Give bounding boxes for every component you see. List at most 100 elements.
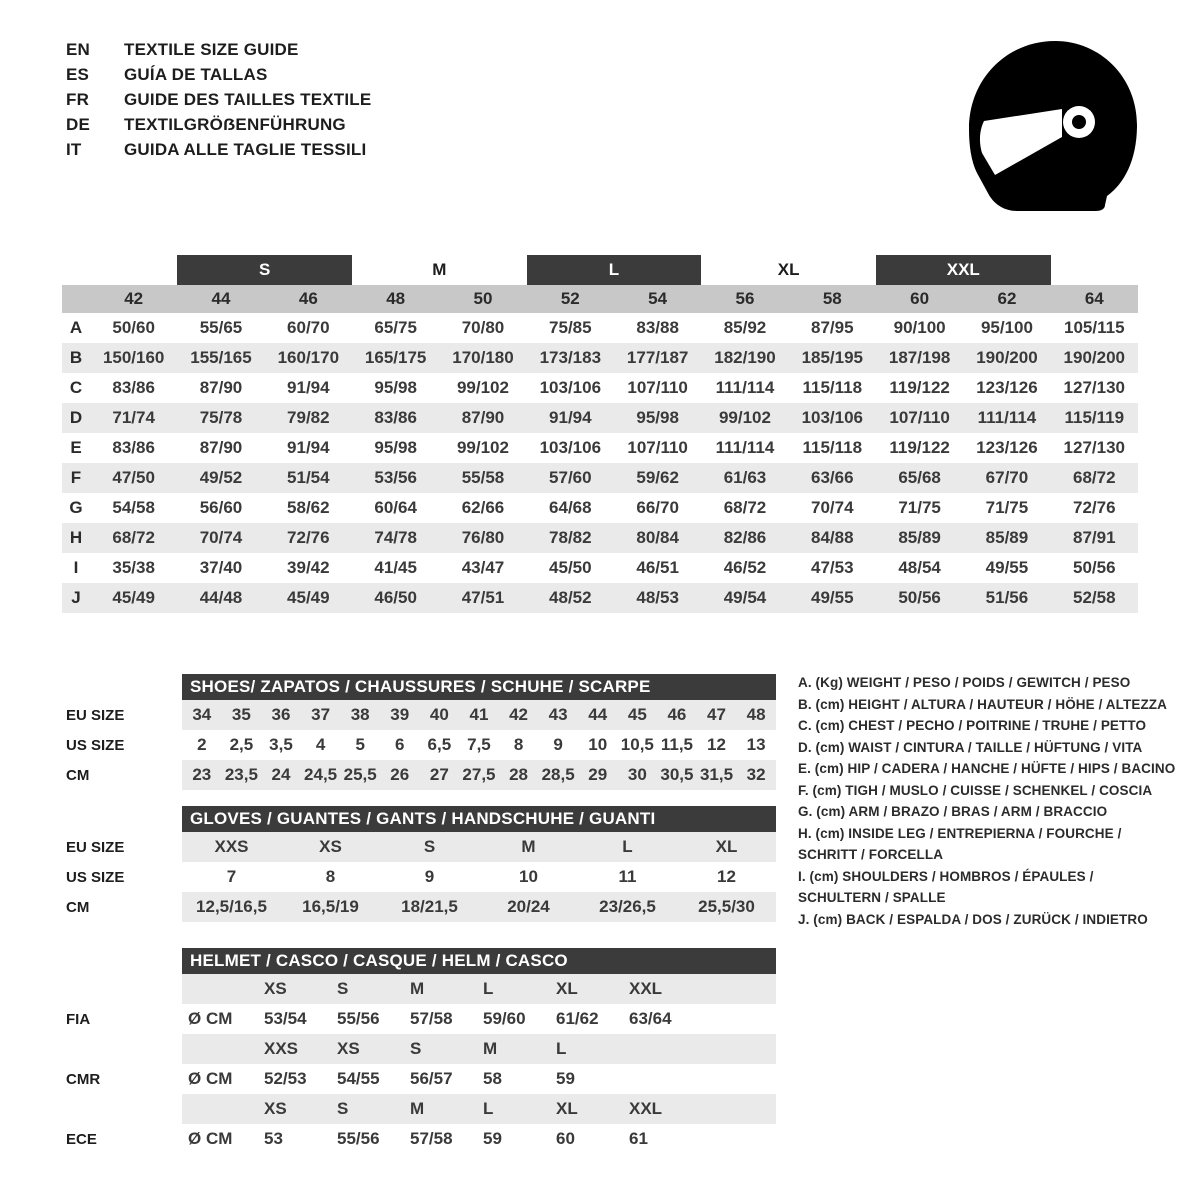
- table-cell: 34: [192, 705, 212, 724]
- shoes-table: SHOES/ ZAPATOS / CHAUSSURES / SCHUHE / S…: [66, 674, 776, 790]
- table-cell: 2: [197, 735, 207, 754]
- table-row: J 45/49 44/48 45/49 46/50 47/51 48/52 48/53 49/5…: [62, 583, 1138, 613]
- table-cell: 47/53: [811, 558, 854, 577]
- table-cell: 190/200: [1063, 348, 1125, 367]
- helmet-table: HELMET / CASCO / CASQUE / HELM / CASCO X…: [66, 948, 776, 1154]
- table-cell: 12: [707, 735, 726, 754]
- table-cell: 41: [469, 705, 489, 724]
- table-cell: 83/86: [374, 408, 417, 427]
- table-cell: 91/94: [287, 378, 330, 397]
- size-number-cell: 62: [997, 289, 1017, 308]
- row-label: E: [70, 438, 82, 457]
- legend-line: F. (cm) TIGH / MUSLO / CUISSE / SCHENKEL…: [798, 782, 1153, 798]
- table-cell: 52/53: [264, 1069, 307, 1088]
- table-row: A 50/60 55/65 60/70 65/75 70/80 75/85 83/88 85/9…: [62, 313, 1138, 343]
- table-cell: 49/55: [985, 558, 1029, 577]
- table-cell: 70/80: [461, 318, 505, 337]
- table-cell: 103/106: [801, 408, 864, 427]
- helmet-unit-label: Ø CM: [188, 1069, 233, 1088]
- table-cell: 63/66: [811, 468, 854, 487]
- table-cell: 115/119: [1064, 408, 1125, 427]
- legend-line: H. (cm) INSIDE LEG / ENTREPIERNA / FOURC…: [798, 825, 1122, 841]
- table-cell: 56/60: [199, 498, 243, 517]
- table-cell: 85/89: [898, 528, 941, 547]
- table-cell: 123/126: [976, 378, 1038, 397]
- title-line: IT GUIDA ALLE TAGLIE TESSILI: [66, 140, 371, 165]
- table-cell: 59/62: [636, 468, 679, 487]
- table-cell: 103/106: [539, 438, 602, 457]
- table-row: ECE Ø CM 53 55/56 57/58 59 60 61: [66, 1124, 776, 1154]
- helmet-standard-label: FIA: [66, 1010, 91, 1028]
- table-cell: S: [423, 837, 436, 856]
- row-label: B: [69, 348, 83, 367]
- table-cell: 49/54: [723, 588, 767, 607]
- legend-line: I. (cm) SHOULDERS / HOMBROS / ÉPAULES /: [798, 868, 1094, 884]
- table-cell: 61/62: [556, 1009, 599, 1028]
- table-cell: 76/80: [461, 528, 505, 547]
- table-cell: 5: [355, 735, 365, 754]
- table-cell: 47/51: [461, 588, 505, 607]
- table-cell: 103/106: [539, 378, 602, 397]
- table-cell: 7: [226, 867, 237, 886]
- table-cell: 107/110: [627, 378, 688, 397]
- table-cell: 155/165: [190, 348, 252, 367]
- table-row: D 71/74 75/78 79/82 83/86 87/90 91/94 95/98 99/1…: [62, 403, 1138, 433]
- helmet-size-cell: S: [337, 979, 349, 998]
- helmet-table-header: HELMET / CASCO / CASQUE / HELM / CASCO: [182, 948, 776, 974]
- table-cell: 3,5: [269, 735, 293, 754]
- table-cell: 55/56: [337, 1129, 380, 1148]
- table-cell: 44/48: [199, 588, 243, 607]
- table-cell: 71/75: [985, 498, 1029, 517]
- textile-size-table: S M L XL XXL 42 44 46 48 50 52 54 56 58 60 62 64 A 50/60…: [62, 255, 1138, 613]
- table-cell: 28: [509, 765, 528, 784]
- table-cell: 99/102: [456, 438, 509, 457]
- table-cell: 25,5/30: [698, 897, 755, 916]
- row-label: C: [69, 378, 83, 397]
- row-cells: 7 8 9 10 11 12: [182, 862, 776, 892]
- size-number-gutter: [62, 285, 90, 313]
- helmet-size-row: XS S M L XL XXL: [182, 1094, 776, 1124]
- size-number-cell: 56: [735, 289, 755, 308]
- legend-line: C. (cm) CHEST / PECHO / POITRINE / TRUHE…: [798, 718, 1147, 733]
- table-cell: 87/90: [199, 438, 243, 457]
- table-cell: 65/75: [374, 318, 417, 337]
- table-cell: 75/78: [199, 408, 243, 427]
- table-cell: 46/50: [374, 588, 417, 607]
- table-cell: 127/130: [1063, 378, 1125, 397]
- helmet-standard-label: ECE: [66, 1130, 97, 1148]
- table-cell: 52/58: [1073, 588, 1116, 607]
- table-row: F 47/50 49/52 51/54 53/56 55/58 57/60 59/62 61/6…: [62, 463, 1138, 493]
- table-cell: 29: [588, 765, 608, 784]
- table-cell: 87/90: [461, 408, 505, 427]
- table-cell: 170/180: [452, 348, 514, 367]
- helmet-unit-label: Ø CM: [188, 1009, 233, 1028]
- table-row: CM 12,5/16,5 16,5/19 18/21,5 20/24 23/26,5 25,…: [66, 892, 776, 922]
- table-cell: 70/74: [811, 498, 854, 517]
- size-band-xl: XL: [777, 260, 800, 279]
- legend-line: A. (Kg) WEIGHT / PESO / POIDS / GEWITCH …: [798, 675, 1131, 690]
- title-line: FR GUIDE DES TAILLES TEXTILE: [66, 90, 371, 115]
- size-number-cell: 52: [560, 289, 580, 308]
- table-cell: 48/54: [898, 558, 941, 577]
- table-cell: 47: [707, 705, 726, 724]
- table-cell: 57/58: [410, 1129, 453, 1148]
- row-label: EU SIZE: [66, 706, 125, 724]
- table-cell: 107/110: [889, 408, 950, 427]
- table-cell: 45/49: [287, 588, 330, 607]
- table-cell: 85/89: [985, 528, 1029, 547]
- helmet-size-cell: L: [483, 979, 494, 998]
- row-label: I: [73, 558, 79, 577]
- row-label: CM: [66, 766, 90, 784]
- measurement-rows: A 50/60 55/65 60/70 65/75 70/80 75/85 83/88 85/9…: [62, 313, 1138, 613]
- table-cell: 2,5: [229, 735, 254, 754]
- helmet-standard-label: CMR: [66, 1070, 101, 1088]
- helmet-size-cell: L: [556, 1039, 567, 1058]
- table-cell: 91/94: [549, 408, 592, 427]
- helmet-size-cell: M: [410, 979, 425, 998]
- table-cell: 41/45: [374, 558, 417, 577]
- row-label: US SIZE: [66, 868, 125, 886]
- table-cell: 55/58: [461, 468, 505, 487]
- table-cell: 50/56: [1073, 558, 1116, 577]
- table-cell: 18/21,5: [401, 897, 458, 916]
- title-line: DE TEXTILGRÖẞENFÜHRUNG: [66, 115, 371, 140]
